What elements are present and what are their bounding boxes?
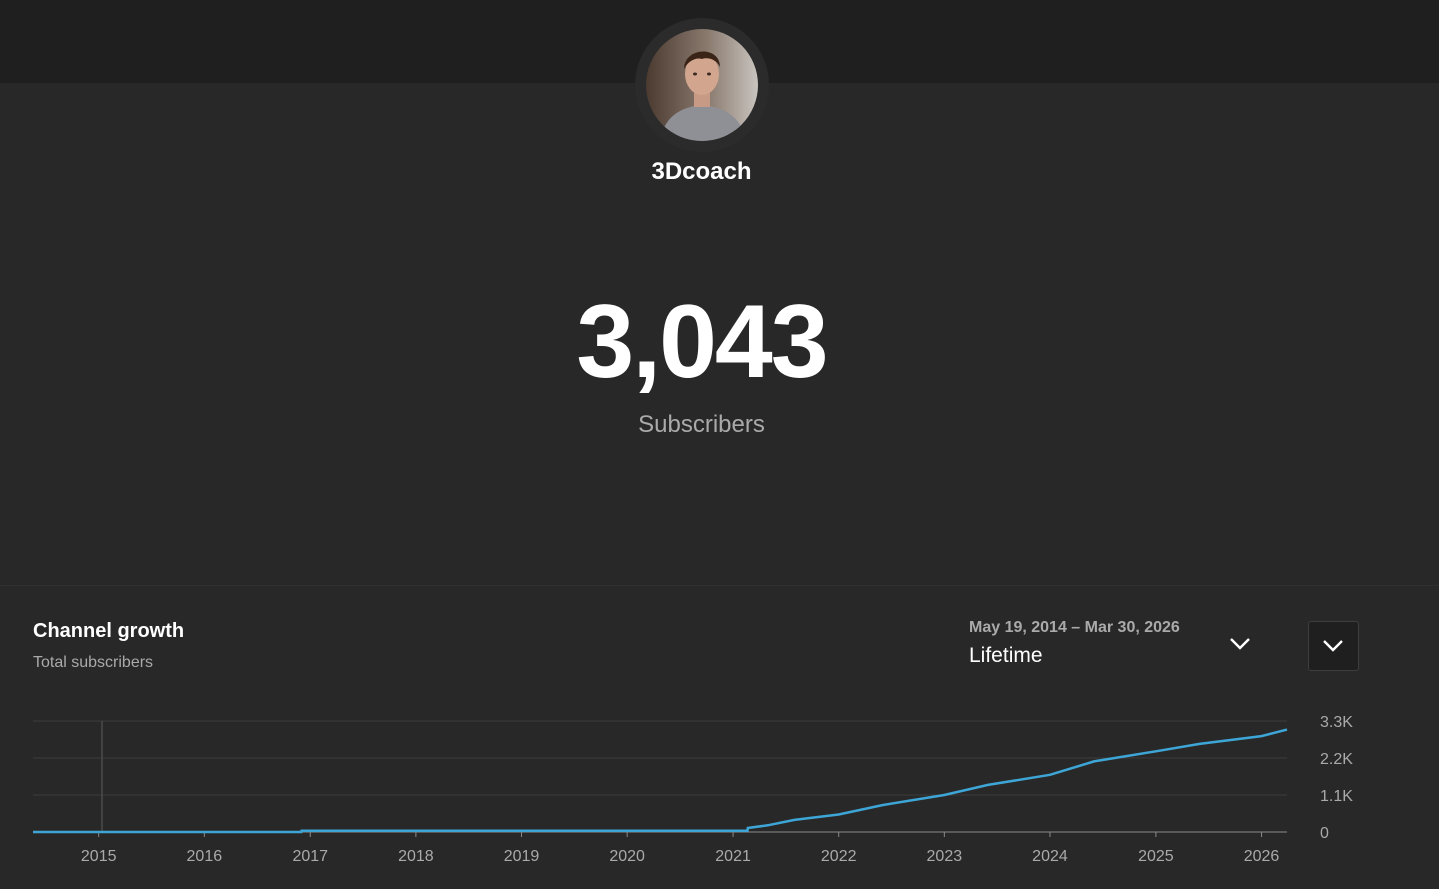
x-tick-label: 2024 <box>1032 848 1068 865</box>
chart-subtitle: Total subscribers <box>33 654 154 671</box>
avatar-image <box>646 29 758 141</box>
subscriber-count: 3,043 <box>576 284 828 400</box>
chevron-down-icon <box>1230 638 1250 650</box>
x-tick-label: 2026 <box>1244 848 1280 865</box>
avatar[interactable] <box>646 29 758 141</box>
x-tick-label: 2016 <box>187 848 223 865</box>
subscriber-growth-chart: 2015 2016 2017 2018 2019 2020 2021 2022 2023 2024… <box>33 714 1353 865</box>
x-tick-label: 2023 <box>927 848 963 865</box>
x-tick-label: 2021 <box>715 848 751 865</box>
x-tick-label: 2019 <box>504 848 540 865</box>
date-range-text: May 19, 2014 – Mar 30, 2026 <box>969 619 1180 636</box>
series-line-total-subscribers <box>33 728 1288 834</box>
x-tick-label: 2025 <box>1138 848 1174 865</box>
chart-title: Channel growth <box>33 620 185 642</box>
y-tick-label: 0 <box>1320 825 1329 842</box>
y-tick-label: 2.2K <box>1320 751 1353 768</box>
subscriber-label: Subscribers <box>638 411 765 438</box>
collapse-chart-button[interactable] <box>1308 621 1359 671</box>
y-tick-label: 1.1K <box>1320 788 1353 805</box>
date-range-selector[interactable]: May 19, 2014 – Mar 30, 2026 Lifetime <box>969 618 1259 674</box>
x-tick-label: 2020 <box>609 848 645 865</box>
x-tick-label: 2018 <box>398 848 434 865</box>
x-tick-label: 2022 <box>821 848 857 865</box>
period-label: Lifetime <box>969 644 1043 667</box>
section-divider <box>0 585 1439 586</box>
channel-name: 3Dcoach <box>651 158 752 185</box>
x-tick-label: 2017 <box>292 848 328 865</box>
chevron-down-icon <box>1323 640 1343 652</box>
x-tick-label: 2015 <box>81 848 117 865</box>
y-tick-label: 3.3K <box>1320 714 1353 731</box>
